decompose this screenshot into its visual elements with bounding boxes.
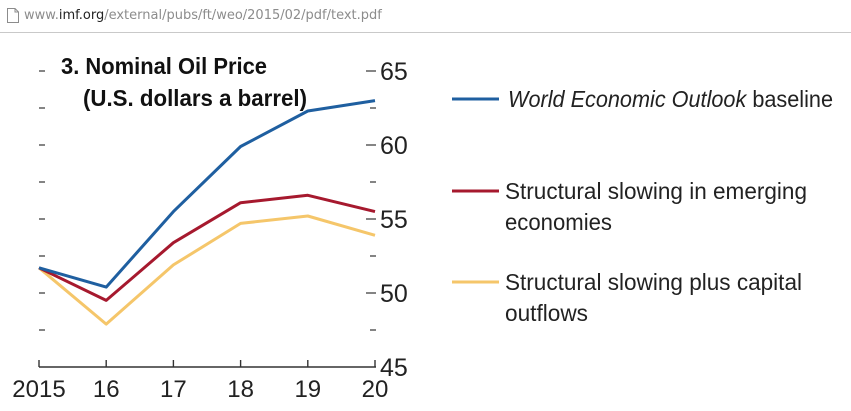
y-tick-label: 50 [380,280,408,308]
x-tick-label: 2015 [12,376,65,403]
legend-label-3: Structural slowing plus capital [505,269,802,295]
x-tick-label: 20 [362,376,389,403]
y-tick-label: 60 [380,132,408,160]
series-line-3 [38,214,376,326]
y-tick-label: 65 [380,58,408,86]
legend-label-2: economies [505,209,612,235]
url-domain: imf.org [58,8,105,23]
x-tick-label: 19 [294,376,321,403]
chart-title: 3. Nominal Oil Price [61,53,267,79]
legend-label-2: Structural slowing in emerging [505,178,807,204]
x-tick-label: 18 [227,376,254,403]
series-line-1 [38,99,376,289]
legend-label-1: World Economic Outlook baseline [508,86,833,112]
series-line-2 [38,193,376,302]
url-path: /external/pubs/ft/weo/2015/02/pdf/text.p… [104,8,382,23]
oil-price-chart: 3. Nominal Oil Price (U.S. dollars a barr… [12,53,833,403]
x-tick-label: 16 [93,376,120,403]
chart-subtitle: (U.S. dollars a barrel) [83,85,307,111]
y-tick-label: 55 [380,206,408,234]
url-text[interactable]: www.imf.org/external/pubs/ft/weo/2015/02… [24,8,382,24]
legend-label-3: outflows [505,300,588,326]
y-tick-label: 45 [380,354,408,382]
x-tick-label: 17 [160,376,187,403]
address-bar[interactable]: www.imf.org/external/pubs/ft/weo/2015/02… [0,0,851,33]
url-prefix: www. [24,8,59,23]
page-icon [7,8,19,28]
